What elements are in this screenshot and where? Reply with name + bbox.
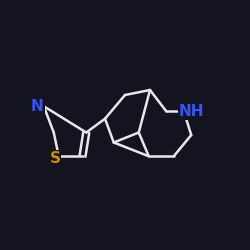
Text: NH: NH bbox=[178, 104, 204, 119]
Text: S: S bbox=[50, 151, 60, 166]
Text: N: N bbox=[31, 99, 44, 114]
